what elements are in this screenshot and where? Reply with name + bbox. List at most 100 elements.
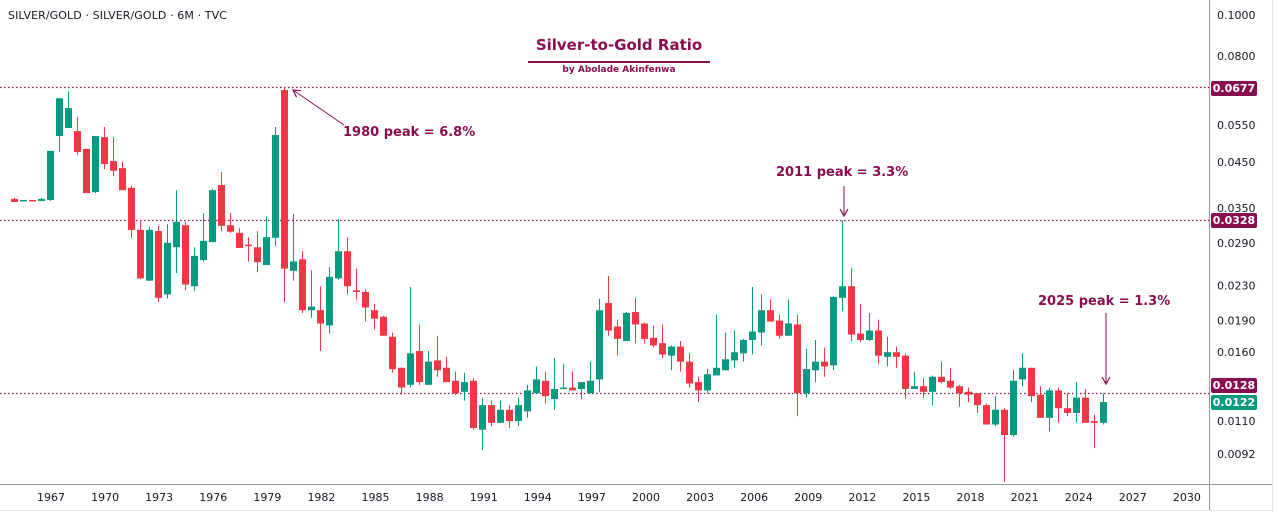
candle-down[interactable]	[182, 221, 189, 291]
candle-up[interactable]	[290, 214, 297, 281]
candle-down[interactable]	[371, 303, 378, 330]
candle-down[interactable]	[362, 289, 369, 322]
candle-up[interactable]	[92, 136, 99, 194]
candle-down[interactable]	[488, 400, 495, 427]
candle-up[interactable]	[1019, 353, 1026, 387]
candle-up[interactable]	[173, 190, 180, 274]
candle-up[interactable]	[866, 312, 873, 342]
candle-up[interactable]	[65, 91, 72, 129]
candle-up[interactable]	[146, 226, 153, 281]
candle-up[interactable]	[722, 332, 729, 371]
candle-down[interactable]	[983, 403, 990, 425]
candle-up[interactable]	[911, 371, 918, 389]
candle-up[interactable]	[839, 220, 846, 312]
candle-down[interactable]	[938, 361, 945, 384]
candle-up[interactable]	[497, 400, 504, 423]
candle-down[interactable]	[569, 371, 576, 391]
candle-up[interactable]	[668, 345, 675, 371]
candle-up[interactable]	[272, 127, 279, 246]
candle-up[interactable]	[407, 287, 414, 388]
candle-up[interactable]	[713, 314, 720, 376]
candle-down[interactable]	[1037, 386, 1044, 418]
candle-up[interactable]	[47, 150, 54, 201]
candle-down[interactable]	[119, 161, 126, 191]
candle-down[interactable]	[128, 185, 135, 238]
candle-up[interactable]	[335, 218, 342, 280]
candle-down[interactable]	[641, 322, 648, 344]
candle-up[interactable]	[587, 361, 594, 394]
candle-down[interactable]	[443, 356, 450, 383]
candle-up[interactable]	[578, 382, 585, 400]
candle-down[interactable]	[155, 225, 162, 303]
candle-down[interactable]	[506, 405, 513, 428]
candle-up[interactable]	[830, 296, 837, 371]
candle-up[interactable]	[38, 197, 45, 201]
candle-down[interactable]	[767, 299, 774, 322]
candle-down[interactable]	[1001, 408, 1008, 483]
candle-down[interactable]	[1091, 414, 1098, 449]
candle-up[interactable]	[812, 339, 819, 383]
candle-down[interactable]	[470, 378, 477, 430]
candle-down[interactable]	[254, 231, 261, 273]
candle-up[interactable]	[1073, 382, 1080, 423]
candle-up[interactable]	[551, 358, 558, 410]
candle-down[interactable]	[875, 319, 882, 365]
candle-down[interactable]	[101, 127, 108, 170]
candle-up[interactable]	[326, 267, 333, 334]
candle-down[interactable]	[695, 376, 702, 403]
candle-down[interactable]	[947, 367, 954, 389]
candle-down[interactable]	[227, 212, 234, 233]
candle-down[interactable]	[605, 276, 612, 336]
candle-down[interactable]	[848, 267, 855, 342]
candle-down[interactable]	[1082, 388, 1089, 423]
candle-down[interactable]	[794, 314, 801, 417]
candle-up[interactable]	[515, 397, 522, 427]
candle-up[interactable]	[731, 330, 738, 368]
candle-up[interactable]	[758, 294, 765, 346]
candle-up[interactable]	[992, 396, 999, 427]
candle-down[interactable]	[686, 353, 693, 388]
candle-up[interactable]	[20, 199, 27, 202]
candle-up[interactable]	[164, 224, 171, 299]
candle-up[interactable]	[524, 384, 531, 418]
candle-up[interactable]	[308, 270, 315, 318]
candle-up[interactable]	[929, 375, 936, 406]
candle-down[interactable]	[317, 286, 324, 352]
candle-down[interactable]	[218, 172, 225, 232]
candle-down[interactable]	[299, 251, 306, 313]
candle-down[interactable]	[776, 314, 783, 339]
candle-down[interactable]	[1064, 393, 1071, 417]
candle-up[interactable]	[479, 397, 486, 451]
candle-down[interactable]	[1028, 367, 1035, 403]
candle-up[interactable]	[1010, 370, 1017, 437]
candle-down[interactable]	[632, 297, 639, 344]
candle-down[interactable]	[659, 324, 666, 359]
candle-up[interactable]	[1046, 387, 1053, 432]
candle-up[interactable]	[749, 287, 756, 355]
candle-up[interactable]	[704, 369, 711, 394]
candle-up[interactable]	[209, 188, 216, 243]
candle-down[interactable]	[452, 371, 459, 395]
candle-down[interactable]	[110, 137, 117, 176]
candle-down[interactable]	[245, 237, 252, 262]
candle-down[interactable]	[677, 341, 684, 372]
candle-down[interactable]	[83, 148, 90, 194]
candle-down[interactable]	[416, 324, 423, 385]
candle-up[interactable]	[56, 98, 63, 152]
candle-down[interactable]	[965, 387, 972, 403]
candle-down[interactable]	[650, 325, 657, 348]
candle-up[interactable]	[191, 247, 198, 292]
candle-up[interactable]	[533, 366, 540, 394]
candle-down[interactable]	[920, 378, 927, 398]
candle-down[interactable]	[821, 347, 828, 377]
candle-down[interactable]	[344, 237, 351, 295]
candle-down[interactable]	[542, 371, 549, 404]
candle-down[interactable]	[614, 319, 621, 356]
candle-down[interactable]	[137, 220, 144, 280]
candle-up[interactable]	[596, 298, 603, 392]
candle-down[interactable]	[389, 332, 396, 373]
candle-down[interactable]	[29, 199, 36, 202]
candle-down[interactable]	[434, 335, 441, 377]
candle-down[interactable]	[398, 367, 405, 395]
